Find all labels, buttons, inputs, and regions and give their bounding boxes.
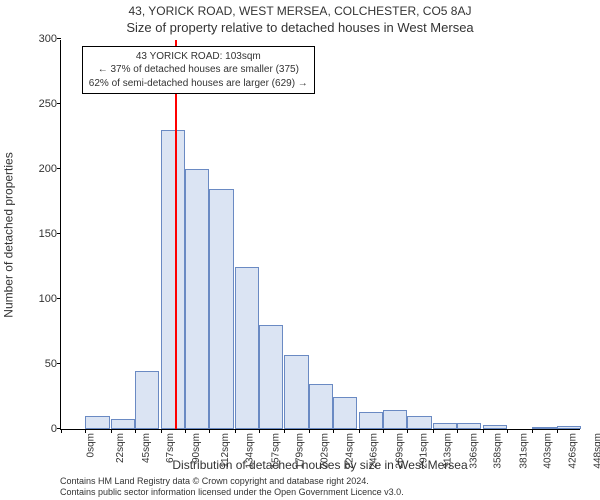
histogram-bar (532, 427, 556, 429)
y-tick-mark (57, 168, 61, 169)
histogram-bar (209, 189, 233, 430)
x-tick-mark (61, 429, 62, 433)
histogram-bar (185, 169, 209, 429)
x-tick-mark (433, 429, 434, 433)
x-tick-mark (111, 429, 112, 433)
callout-line: 62% of semi-detached houses are larger (… (89, 77, 308, 91)
x-tick-mark (161, 429, 162, 433)
x-tick-label: 0sqm (85, 433, 96, 457)
x-tick-mark (383, 429, 384, 433)
x-tick-mark (85, 429, 86, 433)
histogram-bar (557, 426, 581, 429)
histogram-bar (111, 419, 135, 429)
y-tick-label: 200 (17, 163, 57, 175)
x-tick-mark (284, 429, 285, 433)
x-tick-mark (235, 429, 236, 433)
x-tick-mark (259, 429, 260, 433)
x-tick-mark (407, 429, 408, 433)
histogram-bar (235, 267, 259, 430)
bars-layer (61, 40, 580, 429)
callout-line: 43 YORICK ROAD: 103sqm (89, 50, 308, 64)
histogram-bar (483, 425, 507, 429)
x-tick-mark (209, 429, 210, 433)
x-tick-mark (333, 429, 334, 433)
histogram-bar (259, 325, 283, 429)
y-tick-mark (57, 233, 61, 234)
footer-attribution: Contains HM Land Registry data © Crown c… (60, 476, 580, 498)
histogram-bar (309, 384, 333, 430)
y-tick-label: 100 (17, 293, 57, 305)
chart-title: Size of property relative to detached ho… (0, 20, 600, 35)
footer-line-2: Contains public sector information licen… (60, 487, 580, 498)
histogram-plot: 43 YORICK ROAD: 103sqm← 37% of detached … (60, 40, 580, 430)
histogram-bar (284, 355, 308, 429)
footer-line-1: Contains HM Land Registry data © Crown c… (60, 476, 580, 487)
x-tick-mark (359, 429, 360, 433)
x-tick-mark (507, 429, 508, 433)
y-tick-label: 0 (17, 423, 57, 435)
y-tick-label: 150 (17, 228, 57, 240)
x-tick-mark (309, 429, 310, 433)
x-tick-mark (483, 429, 484, 433)
histogram-bar (433, 423, 457, 430)
x-tick-mark (457, 429, 458, 433)
reference-marker-line (175, 40, 177, 429)
x-tick-mark (185, 429, 186, 433)
histogram-bar (383, 410, 407, 430)
histogram-bar (333, 397, 357, 430)
y-tick-mark (57, 103, 61, 104)
y-tick-label: 250 (17, 98, 57, 110)
x-axis-label: Distribution of detached houses by size … (60, 458, 580, 472)
callout-line: ← 37% of detached houses are smaller (37… (89, 63, 308, 77)
histogram-bar (85, 416, 109, 429)
callout-box: 43 YORICK ROAD: 103sqm← 37% of detached … (82, 46, 315, 95)
histogram-bar (135, 371, 159, 430)
histogram-bar (407, 416, 431, 429)
y-tick-label: 300 (17, 33, 57, 45)
y-tick-label: 50 (17, 358, 57, 370)
x-tick-label: 448sqm (592, 433, 600, 469)
super-title: 43, YORICK ROAD, WEST MERSEA, COLCHESTER… (0, 4, 600, 18)
y-tick-mark (57, 38, 61, 39)
x-tick-mark (135, 429, 136, 433)
y-tick-mark (57, 298, 61, 299)
histogram-bar (161, 130, 185, 429)
x-tick-mark (557, 429, 558, 433)
histogram-bar (359, 412, 383, 429)
histogram-bar (457, 423, 481, 430)
y-tick-mark (57, 363, 61, 364)
x-tick-mark (532, 429, 533, 433)
